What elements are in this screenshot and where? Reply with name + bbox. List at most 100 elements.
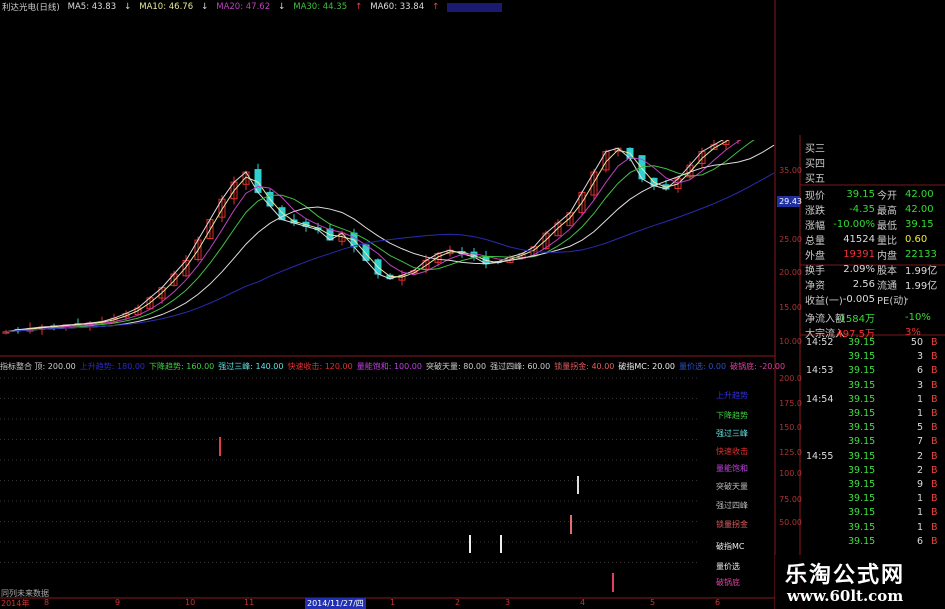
ma-line-1 <box>5 140 730 333</box>
indicator-legend-item: 指标整合 顶: 200.00 <box>0 362 76 371</box>
tick-cell: B <box>931 507 938 519</box>
tick-cell: 3 <box>916 379 923 391</box>
tick-cell: 2 <box>916 464 923 476</box>
tick-cell: B <box>931 379 938 391</box>
quote-label: 收益(一) <box>805 296 843 307</box>
quote-label: 股本 <box>877 266 897 277</box>
axis-label-small: 10.00 <box>779 337 802 346</box>
tick-cell: 1 <box>916 521 923 533</box>
tick-cell: B <box>931 408 938 419</box>
indicator-legend-item: 强过四峰: 60.00 <box>490 362 551 371</box>
quote-value: 39.15 <box>846 189 875 200</box>
tick-cell: 39.15 <box>848 365 876 377</box>
tick-cell: 9 <box>916 479 923 490</box>
quote-value: -0.005 <box>842 294 875 305</box>
tick-cell: 39.15 <box>848 493 876 505</box>
quote-label: 最低 <box>877 221 897 232</box>
price-axis-label: 15.00 <box>779 303 802 312</box>
indicator-axis-label: 75.00 <box>779 495 802 504</box>
tick-cell: B <box>931 365 938 377</box>
current-price-tag-bg <box>777 196 800 207</box>
trend-arrow-icon: ↑ <box>355 2 363 12</box>
bid-level-label: 买五 <box>805 174 825 185</box>
date-axis-label: 1 <box>390 598 396 607</box>
quote-value: 3% <box>905 327 921 338</box>
tick-cell: 1 <box>916 493 923 505</box>
indicator-legend-item: 破锅底: -20.00 <box>730 362 786 371</box>
watermark: 乐淘公式网 www.60lt.com <box>775 555 945 609</box>
tick-cell: 1 <box>916 408 923 419</box>
tick-row: 39.15 3 B <box>806 380 945 394</box>
tick-row: 39.15 7 B <box>806 436 945 450</box>
tick-cell: 39.15 <box>848 507 876 519</box>
indicator-legend-item: 破指MC: 20.00 <box>618 362 676 371</box>
quote-value: 497.5万 <box>836 329 875 340</box>
tick-cell: B <box>931 493 938 505</box>
tick-row: 39.15 5 B <box>806 422 945 436</box>
signal-label: 量价选 <box>716 562 740 571</box>
candles <box>2 111 777 335</box>
tick-cell: B <box>931 393 938 405</box>
tick-cell: 2 <box>916 450 923 462</box>
tick-cell: B <box>931 479 938 490</box>
tick-row: 39.15 1 B <box>806 507 945 521</box>
quote-label: 大宗流入 <box>805 329 845 340</box>
indicator-axis-label: 150.0 <box>779 423 802 432</box>
date-axis-label: 2014/11/27/四 <box>305 598 366 609</box>
candle-body <box>722 140 730 145</box>
quote-value: 22133 <box>905 249 937 260</box>
quote-label: 总量 <box>805 236 825 247</box>
tick-row: 39.15 9 B <box>806 479 945 493</box>
tick-cell: 39.15 <box>848 521 876 533</box>
date-axis: 2014年 8 9 10 11 2014/11/27/四 1 2 3 4 5 6 <box>0 598 775 609</box>
trend-arrow-icon: ↓ <box>124 2 132 12</box>
quote-label: 量比 <box>877 236 897 247</box>
tick-cell: 39.15 <box>848 379 876 391</box>
signal-label: 锁量拐金 <box>716 520 748 529</box>
trend-arrow-icon: ↑ <box>432 2 440 12</box>
tick-row: 39.15 1 B <box>806 493 945 507</box>
quote-value: 19391 <box>843 249 875 260</box>
date-axis-label: 4 <box>580 598 586 607</box>
indicator-legend-item: 量价选: 0.00 <box>679 362 727 371</box>
quote-label: 现价 <box>805 191 825 202</box>
watermark-url: www.60lt.com <box>787 587 904 605</box>
tick-cell: B <box>931 436 938 448</box>
indicator-axis-label: 175.0 <box>779 399 802 408</box>
indicator-legend-item: 下降趋势: 160.00 <box>149 362 215 371</box>
candle-body <box>734 140 742 141</box>
tick-cell: 39.15 <box>848 408 876 419</box>
quote-label: 外盘 <box>805 251 825 262</box>
tick-cell: B <box>931 422 938 434</box>
quote-label: 涨幅 <box>805 221 825 232</box>
price-axis-label: 20.00 <box>779 268 802 277</box>
trend-arrow-icon: ↓ <box>201 2 209 12</box>
date-axis-label: 8 <box>44 598 50 607</box>
signal-label: 破指MC <box>716 542 745 551</box>
signal-label: 下降趋势 <box>716 411 748 420</box>
quote-label: 最高 <box>877 206 897 217</box>
quote-label: 净流入额 <box>805 314 845 325</box>
indicator-legend-item: 强过三峰: 140.00 <box>218 362 284 371</box>
tick-cell: 1 <box>916 507 923 519</box>
quote-value: -10.00% <box>833 219 875 230</box>
quote-value: 42.00 <box>905 189 934 200</box>
price-axis-label: 35.00 <box>779 166 802 175</box>
candle-body <box>771 111 777 120</box>
tick-row: 39.15 1 B <box>806 408 945 422</box>
quote-value: - <box>905 294 909 305</box>
date-axis-label: 2 <box>455 598 461 607</box>
date-axis-label: 10 <box>185 598 196 607</box>
tick-row: 14:53 39.15 6 B <box>806 365 945 379</box>
tick-cell: B <box>931 535 938 547</box>
indicator-legend-item: 锁量拐金: 40.00 <box>554 362 615 371</box>
tick-cell: 14:53 <box>806 365 834 377</box>
indicator-legend-item: 上升趋势: 180.00 <box>79 362 146 371</box>
tick-cell: 39.15 <box>848 464 876 476</box>
quote-value: 1.99亿 <box>905 266 938 277</box>
tick-cell: 3 <box>916 351 923 363</box>
tick-cell: 14:52 <box>806 337 834 348</box>
ma-line-5 <box>5 172 775 333</box>
indicator-legend: 指标整合 顶: 200.00 上升趋势: 180.00 下降趋势: 160.00 强过… <box>0 361 785 373</box>
